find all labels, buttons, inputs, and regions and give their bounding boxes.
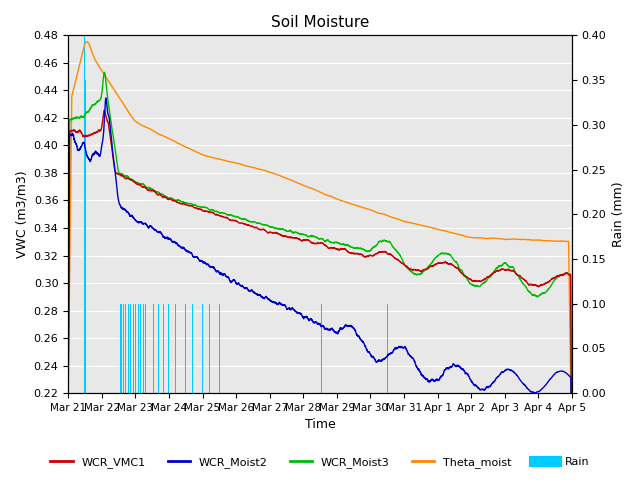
Bar xyxy=(140,304,141,393)
Bar xyxy=(128,304,129,393)
Y-axis label: VWC (m3/m3): VWC (m3/m3) xyxy=(15,170,28,258)
Bar xyxy=(202,304,203,393)
Bar xyxy=(209,304,210,393)
Title: Soil Moisture: Soil Moisture xyxy=(271,15,369,30)
Bar xyxy=(133,304,134,393)
Bar xyxy=(138,304,139,393)
Bar xyxy=(141,304,143,393)
Bar xyxy=(175,304,176,393)
Bar xyxy=(143,304,144,393)
Bar xyxy=(319,304,321,393)
X-axis label: Time: Time xyxy=(305,419,335,432)
Y-axis label: Rain (mm): Rain (mm) xyxy=(612,181,625,247)
Bar xyxy=(321,304,322,393)
Bar xyxy=(192,304,193,393)
Bar xyxy=(123,304,124,393)
Bar xyxy=(130,304,131,393)
Bar xyxy=(387,304,388,393)
Bar xyxy=(163,304,164,393)
Bar xyxy=(219,304,220,393)
Text: BA_met: BA_met xyxy=(0,479,1,480)
Bar xyxy=(145,304,146,393)
Bar xyxy=(85,80,86,393)
Bar xyxy=(83,36,85,393)
Bar xyxy=(135,304,136,393)
Legend: WCR_VMC1, WCR_Moist2, WCR_Moist3, Theta_moist, Rain: WCR_VMC1, WCR_Moist2, WCR_Moist3, Theta_… xyxy=(46,452,594,472)
Bar xyxy=(136,304,138,393)
Bar xyxy=(168,304,170,393)
